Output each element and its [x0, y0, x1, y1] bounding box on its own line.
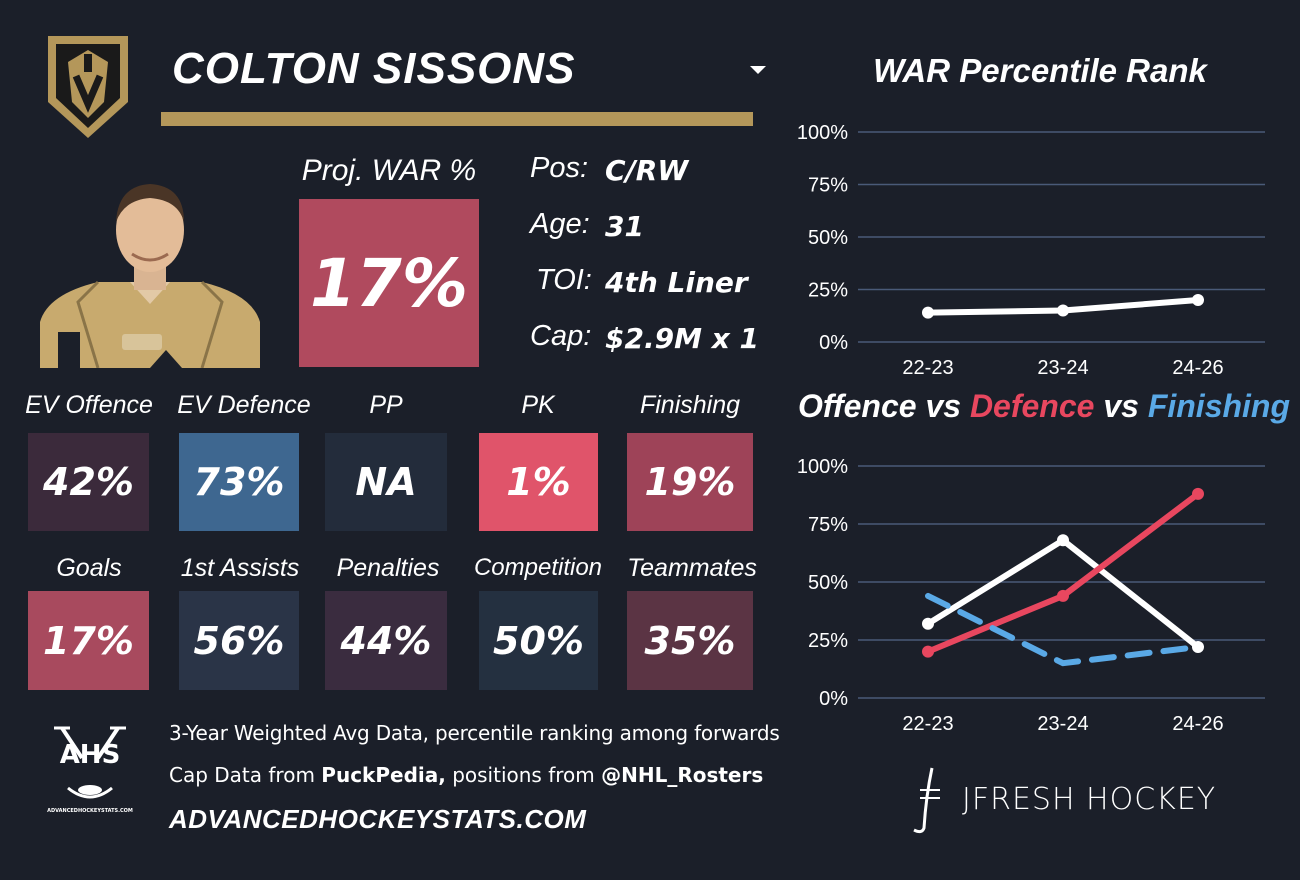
chart1-ytick-label: 0%	[819, 332, 848, 354]
chart1-ytick-label: 25%	[808, 280, 848, 302]
offence-defence-finishing-chart: 0% 25% 50% 75% 100% 22-23 23-24 24-26	[797, 456, 1265, 735]
chevron-down-icon[interactable]	[750, 66, 766, 74]
chart2-ytick-label: 100%	[797, 456, 848, 478]
stat-value-pk: 1%	[506, 460, 571, 504]
player-name: COLTON SISSONS	[172, 44, 576, 93]
chart2-ytick-label: 50%	[808, 572, 848, 594]
stat-box-finishing: 19%	[627, 433, 753, 531]
ahs-logo-subtext: ADVANCEDHOCKEYSTATS.COM	[47, 808, 133, 814]
stat-value-competition: 50%	[493, 618, 584, 663]
stat-label-penalties: Penalties	[336, 554, 440, 582]
stat-box-pp: NA	[325, 433, 447, 531]
chart1-ytick-label: 50%	[808, 227, 848, 249]
info-row-pos: Pos: C/RW	[528, 152, 768, 196]
stat-box-1st-assists: 56%	[179, 591, 299, 690]
info-label-toi: TOI:	[536, 264, 592, 296]
chart2-point-defence	[1192, 487, 1204, 500]
proj-war-label: Proj. WAR %	[301, 154, 477, 187]
chart2-point-offence	[1057, 534, 1069, 547]
stat-value-teammates: 35%	[644, 618, 736, 663]
chart2-title-finishing: Finishing	[1147, 388, 1291, 424]
stat-value-1st-assists: 56%	[193, 618, 285, 663]
chart2-point-defence	[922, 645, 934, 658]
footer-line-2-prefix: Cap Data from	[169, 763, 322, 787]
proj-war-box: 17%	[299, 199, 479, 367]
stat-value-pp: NA	[355, 460, 417, 504]
chart1-point-series	[922, 306, 934, 319]
chart2-line-defence	[925, 490, 1201, 655]
stat-box-competition: 50%	[479, 591, 598, 690]
chart1-title: WAR Percentile Rank	[873, 52, 1207, 89]
stat-value-ev-offence: 42%	[43, 460, 134, 504]
chart1-point-series	[1192, 294, 1204, 306]
chart1-xtick-label: 24-26	[1172, 357, 1223, 379]
name-underline	[161, 112, 753, 126]
stat-label-competition: Competition	[473, 554, 603, 581]
stat-box-penalties: 44%	[325, 591, 447, 690]
war-percentile-chart: 0% 25% 50% 75% 100% 22-23 23-24 24-26	[797, 122, 1265, 379]
stat-label-teammates: Teammates	[627, 554, 757, 582]
info-row-cap: Cap: $2.9M x 1	[528, 320, 768, 364]
stat-label-pp: PP	[369, 391, 403, 419]
chart1-xtick-label: 22-23	[902, 357, 953, 379]
footer-line-2-mid: positions from	[445, 763, 602, 787]
stat-label-finishing: Finishing	[639, 391, 741, 419]
chart2-title-defence: Defence	[969, 388, 1095, 424]
chart2-xtick-label: 23-24	[1037, 713, 1088, 735]
stat-value-finishing: 19%	[644, 460, 736, 504]
stat-label-pk: PK	[521, 391, 555, 419]
info-label-age: Age:	[530, 208, 590, 240]
chart2-ytick-label: 75%	[808, 514, 848, 536]
footer-line-2: Cap Data from PuckPedia, positions from …	[169, 763, 763, 787]
chart2-title-offence: Offence	[798, 388, 917, 424]
chart2-ytick-label: 25%	[808, 630, 848, 652]
info-value-cap: $2.9M x 1	[605, 322, 759, 355]
player-photo	[38, 172, 262, 369]
stat-box-teammates: 35%	[627, 591, 753, 690]
chart1-ytick-label: 100%	[797, 122, 848, 144]
chart1-xtick-label: 23-24	[1037, 357, 1088, 379]
info-label-pos: Pos:	[530, 152, 589, 184]
info-row-toi: TOI: 4th Liner	[528, 264, 768, 308]
chart2-xtick-label: 22-23	[902, 713, 953, 735]
stat-label-goals: Goals	[56, 554, 122, 582]
stat-value-penalties: 44%	[340, 618, 432, 663]
stat-value-goals: 17%	[43, 618, 134, 663]
chart2-point-defence	[1057, 589, 1069, 602]
footer-line-1: 3-Year Weighted Avg Data, percentile ran…	[169, 721, 780, 745]
info-label-cap: Cap:	[530, 320, 592, 352]
chart1-point-series	[1057, 304, 1069, 317]
stat-box-goals: 17%	[28, 591, 149, 690]
proj-war-value: 17%	[310, 244, 468, 322]
stat-label-1st-assists: 1st Assists	[180, 554, 300, 582]
stat-box-ev-defence: 73%	[179, 433, 299, 531]
info-row-age: Age: 31	[528, 208, 768, 252]
stat-label-ev-defence: EV Defence	[177, 391, 311, 419]
chart2-title: Offence vs Defence vs Finishing	[798, 388, 1290, 425]
chart2-title-vs2: vs	[1094, 388, 1148, 424]
chart1-ytick-label: 75%	[808, 175, 848, 197]
stat-box-ev-offence: 42%	[28, 433, 149, 531]
chart2-point-offence	[922, 617, 934, 630]
ahs-logo: AHS ADVANCEDHOCKEYSTATS.COM	[40, 724, 140, 820]
stat-label-ev-offence: EV Offence	[25, 391, 153, 419]
ahs-logo-text: AHS	[59, 740, 121, 770]
chart2-line-finishing	[925, 592, 1201, 667]
info-value-toi: 4th Liner	[605, 266, 748, 299]
stat-box-pk: 1%	[479, 433, 598, 531]
chart2-point-offence	[1192, 640, 1204, 653]
nhl-rosters-link[interactable]: @NHL_Rosters	[601, 763, 764, 787]
info-value-pos: C/RW	[605, 154, 689, 187]
info-value-age: 31	[605, 210, 644, 243]
puckpedia-link[interactable]: PuckPedia,	[321, 763, 446, 787]
jfresh-brand: JFRESH HOCKEY	[962, 782, 1217, 817]
jfresh-logo-icon	[906, 766, 946, 836]
stat-value-ev-defence: 73%	[193, 460, 285, 504]
chart2-title-vs1: vs	[916, 388, 970, 424]
site-link[interactable]: ADVANCEDHOCKEYSTATS.COM	[169, 804, 587, 834]
chart2-ytick-label: 0%	[819, 688, 848, 710]
chart2-xtick-label: 24-26	[1172, 713, 1223, 735]
team-logo	[44, 32, 132, 142]
